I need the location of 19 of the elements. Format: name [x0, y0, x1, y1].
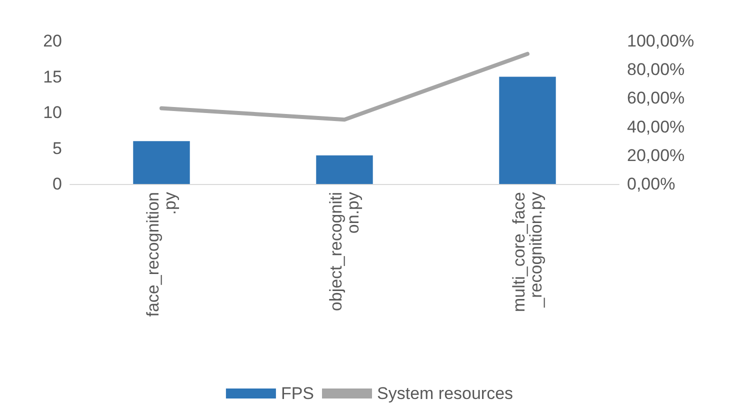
- legend-label: System resources: [377, 384, 514, 403]
- y-tick-label: 20: [43, 32, 62, 50]
- y-tick-label: 15: [43, 67, 62, 86]
- x-tick-label: object_recognition.py: [326, 192, 362, 312]
- y2-tick-label: 60,00%: [627, 88, 685, 108]
- bar: [499, 76, 556, 184]
- y-tick-label: 0: [52, 174, 62, 194]
- bar: [316, 155, 373, 184]
- bar: [133, 141, 190, 184]
- y2-tick-label: 0,00%: [627, 174, 676, 194]
- y-tick-label: 5: [52, 138, 62, 158]
- legend-label: FPS: [280, 384, 314, 403]
- y2-tick-label: 20,00%: [627, 146, 685, 165]
- x-tick-label: face_recognition.py: [144, 192, 180, 317]
- y2-tick-label: 100,00%: [627, 32, 694, 50]
- y2-tick-label: 40,00%: [627, 117, 685, 136]
- y-tick-label: 10: [43, 103, 62, 122]
- y2-tick-label: 80,00%: [627, 60, 685, 80]
- x-tick-label: multi_core_face_recognition.py: [510, 192, 546, 312]
